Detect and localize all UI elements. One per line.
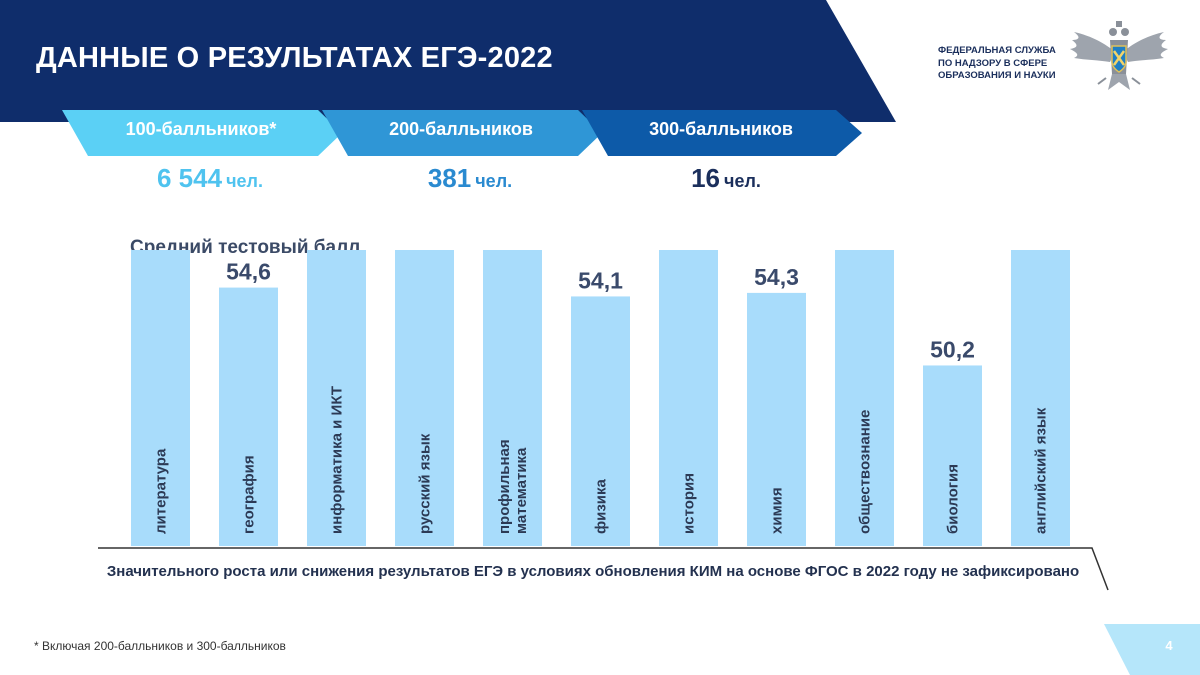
category-label: русский язык: [417, 433, 434, 534]
bottom-note: Значительного роста или снижения результ…: [106, 563, 1080, 580]
bar-value-label: 54,3: [754, 264, 799, 290]
tab-100-label: 100-балльников*: [125, 119, 277, 139]
stat-200-unit: чел.: [475, 171, 513, 191]
category-label: география: [241, 455, 258, 534]
bar: [659, 250, 718, 546]
bar-value-label: 54,1: [578, 267, 623, 293]
agency-line-1: ФЕДЕРАЛЬНАЯ СЛУЖБА: [938, 45, 1056, 56]
tab-300-label: 300-балльников: [649, 119, 793, 139]
stat-100-value: 6 544 чел.: [90, 163, 330, 194]
category-label: информатика и ИКТ: [329, 386, 346, 534]
stat-300-number: 16: [691, 163, 720, 193]
bar: [483, 250, 542, 546]
agency-line-2: ПО НАДЗОРУ В СФЕРЕ: [938, 57, 1048, 69]
tab-300-shape: [582, 110, 862, 156]
bar-chart: 60,8литература54,6география59,5информати…: [98, 250, 1109, 591]
chart-baseline: [98, 547, 1109, 591]
bar: [307, 250, 366, 546]
stat-200-value: 381 чел.: [350, 163, 590, 194]
page-number: 4: [1165, 638, 1173, 653]
page-number-tab: [1104, 624, 1200, 675]
category-label: профильнаяматематика: [496, 439, 530, 534]
bar-value-label: 54,6: [226, 259, 271, 285]
bar: [747, 292, 806, 546]
category-label: английский язык: [1033, 407, 1050, 534]
category-label: биология: [945, 464, 962, 534]
bar: [835, 250, 894, 546]
bar: [219, 287, 278, 546]
bar: [1011, 250, 1070, 546]
category-label: физика: [593, 478, 610, 534]
bar: [571, 296, 630, 546]
stats-tabs: [62, 110, 862, 156]
bar-value-label: 50,2: [930, 336, 975, 362]
category-label: химия: [769, 487, 786, 534]
category-label: литература: [153, 448, 170, 534]
stat-100-number: 6 544: [157, 163, 223, 193]
stat-300-unit: чел.: [724, 171, 761, 191]
tab-200-label: 200-балльников: [389, 119, 533, 139]
page-title: ДАННЫЕ О РЕЗУЛЬТАТАХ ЕГЭ-2022: [36, 42, 553, 74]
category-label: история: [681, 473, 698, 534]
tab-100-shape: [62, 110, 342, 156]
bar: [923, 365, 982, 546]
eagle-emblem-icon: [1070, 21, 1168, 90]
stat-200-number: 381: [427, 163, 472, 193]
tab-200-shape: [322, 110, 602, 156]
agency-line-3: ОБРАЗОВАНИЯ И НАУКИ: [938, 70, 1056, 81]
footnote: * Включая 200-балльников и 300-балльнико…: [34, 639, 286, 653]
category-label: обществознание: [857, 410, 874, 534]
stat-300-value: 16 чел.: [606, 163, 846, 194]
bar: [131, 250, 190, 546]
stat-100-unit: чел.: [226, 171, 263, 191]
header-band: [0, 0, 896, 122]
bar: [395, 250, 454, 547]
agency-name: ФЕДЕРАЛЬНАЯ СЛУЖБА ПО НАДЗОРУ В СФЕРЕ ОБ…: [938, 45, 1078, 83]
